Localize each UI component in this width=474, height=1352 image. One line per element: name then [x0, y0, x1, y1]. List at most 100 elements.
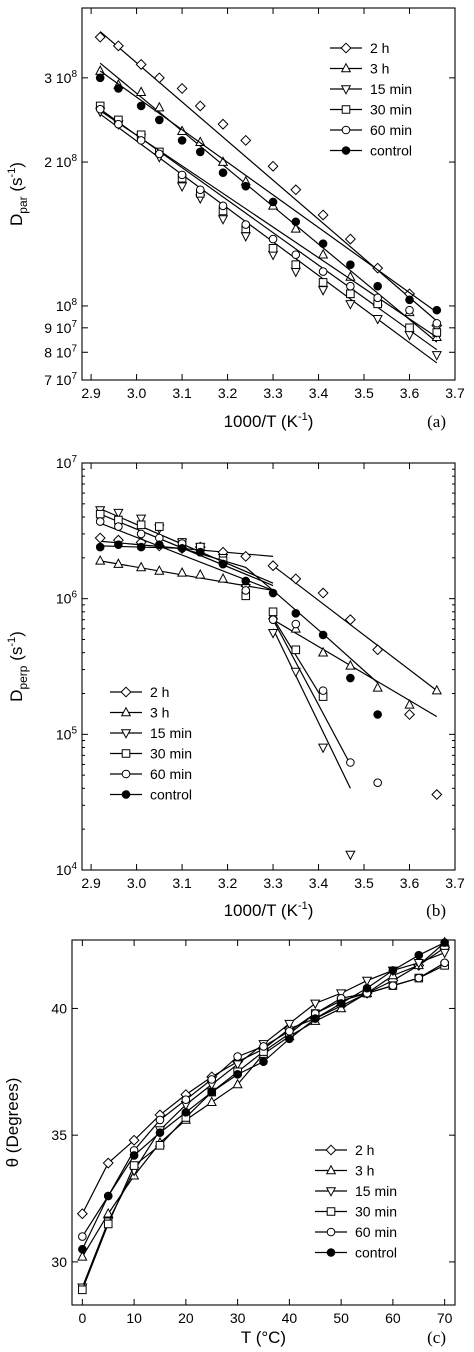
data-point	[128, 1134, 140, 1146]
data-point	[232, 1078, 243, 1089]
data-point	[206, 1096, 217, 1107]
data-point	[195, 185, 205, 195]
chart-panel-c: 0 10 20 30 40 50 60 70 30 35 40 T (°C) θ (Degrees) (c…	[3, 936, 456, 1347]
data-point	[268, 607, 278, 617]
data-point	[336, 1002, 347, 1013]
x-tick-label: 3.3	[263, 875, 283, 891]
data-point	[259, 1042, 268, 1051]
data-point	[414, 973, 424, 983]
legend-label: 2 h	[370, 40, 389, 56]
data-point	[136, 542, 146, 552]
data-point	[217, 215, 229, 225]
data-point	[432, 305, 442, 315]
y-tick-label: 107	[56, 454, 78, 471]
data-point	[136, 101, 146, 111]
data-point	[388, 966, 398, 975]
data-point	[336, 989, 347, 1000]
data-point	[207, 1075, 217, 1084]
data-point	[177, 136, 187, 145]
data-point	[154, 101, 165, 112]
y-axis-label: θ (Degrees)	[3, 1078, 22, 1168]
data-point	[440, 958, 449, 968]
data-point	[113, 508, 124, 519]
data-point	[77, 1250, 88, 1261]
fit-line	[272, 565, 438, 692]
legend-marker-triangle-down	[325, 1187, 337, 1197]
data-point	[310, 999, 321, 1010]
data-point	[78, 1232, 87, 1241]
data-point	[372, 682, 383, 692]
data-point	[114, 540, 123, 549]
series-30-min	[95, 101, 442, 351]
y-tick-label: 7 107	[44, 371, 77, 388]
data-point	[267, 160, 279, 172]
data-point	[176, 125, 188, 136]
data-point	[268, 234, 278, 244]
x-tick-label: 30	[230, 1310, 246, 1326]
x-tick-label: 3.2	[218, 385, 238, 401]
data-point	[103, 1207, 114, 1218]
y-axis-label: Dperp (s-1)	[6, 631, 30, 702]
legend: 2 h 3 h 15 min 30 min 60 min control	[330, 40, 412, 159]
legend-label: 3 h	[355, 1163, 374, 1179]
data-point	[373, 778, 382, 788]
data-point	[318, 686, 328, 695]
data-point	[136, 520, 146, 530]
x-tick-label: 3.5	[354, 875, 374, 891]
data-point	[268, 244, 278, 253]
series-2-h	[94, 31, 443, 332]
data-point	[345, 659, 356, 670]
data-point	[362, 983, 372, 993]
data-point	[345, 300, 356, 310]
x-tick-label: 10	[126, 1310, 142, 1326]
y-tick-label: 108	[56, 297, 78, 314]
data-point	[103, 1219, 113, 1229]
y-tick-label: 35	[51, 1127, 67, 1143]
legend-marker-circle	[341, 125, 351, 135]
fit-line	[272, 617, 324, 701]
legend-marker-square	[326, 1207, 336, 1216]
data-point	[218, 168, 228, 177]
legend-label: 30 min	[355, 1204, 397, 1220]
x-tick-label: 3.4	[309, 875, 329, 891]
x-tick-label: 3.7	[445, 385, 465, 401]
fit-line	[272, 619, 351, 765]
data-point	[241, 586, 251, 595]
x-tick-label: 20	[178, 1310, 194, 1326]
data-point	[95, 73, 105, 83]
x-tick-label: 40	[282, 1310, 298, 1326]
data-point	[267, 560, 279, 572]
data-point	[404, 698, 415, 709]
series-control	[95, 70, 442, 315]
data-point	[344, 614, 356, 626]
data-point	[318, 278, 328, 287]
x-tick-label: 60	[385, 1310, 401, 1326]
data-point	[431, 684, 442, 695]
data-point	[431, 351, 442, 361]
legend-label: 60 min	[370, 122, 412, 138]
data-point	[268, 588, 278, 598]
data-point	[95, 517, 105, 526]
x-axis-label: T (°C)	[241, 1328, 286, 1347]
data-point	[413, 959, 424, 969]
data-point	[285, 1034, 294, 1044]
y-tick-label: 40	[51, 1000, 67, 1016]
legend-marker-diamond	[325, 1144, 337, 1156]
data-point	[217, 118, 229, 130]
legend-label: control	[355, 1245, 397, 1261]
y-tick-label: 106	[56, 590, 78, 607]
data-point	[129, 1161, 139, 1170]
data-point	[176, 566, 188, 577]
data-point	[95, 104, 105, 114]
x-tick-label: 3.6	[400, 875, 420, 891]
data-point	[155, 1115, 165, 1125]
data-point	[78, 1244, 87, 1254]
data-point	[102, 1157, 114, 1169]
x-tick-label: 3.0	[127, 385, 147, 401]
data-point	[195, 147, 205, 157]
data-point	[284, 1019, 295, 1030]
data-point	[176, 82, 188, 95]
data-point	[291, 217, 301, 227]
data-point	[440, 938, 449, 947]
data-point	[346, 260, 355, 269]
